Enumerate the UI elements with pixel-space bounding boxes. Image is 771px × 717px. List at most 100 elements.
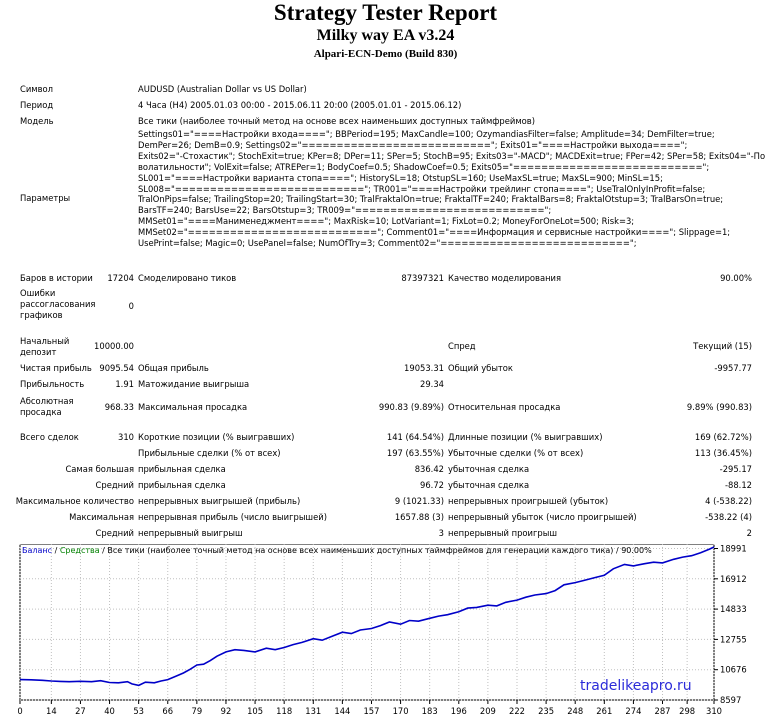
max-drawdown-value: 990.83 (9.89%) xyxy=(378,402,444,412)
errors-label-1: Ошибки xyxy=(20,288,56,298)
x-tick-label: 222 xyxy=(509,706,525,716)
net-profit-value: 9095.54 xyxy=(99,363,134,373)
max-cons-losses-value: 4 (-538.22) xyxy=(705,496,752,506)
expected-payoff-value: 29.34 xyxy=(420,379,444,389)
long-positions-value: 169 (62.72%) xyxy=(694,432,752,442)
abs-drawdown-label-1: Абсолютная xyxy=(20,396,74,406)
y-tick-label: 12755 xyxy=(720,634,747,644)
x-tick-label: 196 xyxy=(451,706,467,716)
x-tick-label: 287 xyxy=(655,706,671,716)
y-tick-label: 16912 xyxy=(720,574,747,584)
x-tick-label: 144 xyxy=(334,706,350,716)
total-trades-value: 310 xyxy=(118,432,134,442)
param-line: волатильности"; VolExit=false; ATREPer=1… xyxy=(138,161,710,172)
abs-drawdown-label-2: просадка xyxy=(20,407,62,417)
balance-chart: 0 14 27 40 53 66 79 92 105 118 131 144 157 170 183 196 2… xyxy=(18,544,771,717)
chart-legend: Баланс / Средства / Все тики (наиболее т… xyxy=(22,546,652,556)
report-title: Strategy Tester Report xyxy=(273,0,498,25)
x-tick-label: 66 xyxy=(162,706,173,716)
param-line: BarsTF=240; BarsUse=22; BarsOtstup=3; TR… xyxy=(138,205,552,216)
average-label: Средний xyxy=(95,480,134,490)
gross-profit-label: Общая прибыль xyxy=(138,363,209,373)
avg-cons-wins-label: непрерывный выигрыш xyxy=(138,528,243,538)
maximal-profit-label: непрерывная прибыль (число выигрышей) xyxy=(138,512,327,522)
x-tick-label: 170 xyxy=(393,706,409,716)
x-tick-label: 92 xyxy=(221,706,232,716)
watermark-text: tradelikeapro.ru xyxy=(580,678,692,694)
profit-trades-label: Прибыльные сделки (% от всех) xyxy=(138,448,281,458)
x-tick-label: 0 xyxy=(18,706,23,716)
x-tick-label: 79 xyxy=(192,706,203,716)
max-cons-losses-label: непрерывных проигрышей (убыток) xyxy=(448,496,609,506)
quality-label: Качество моделирования xyxy=(448,273,562,283)
x-tick-label: 274 xyxy=(625,706,641,716)
profit-factor-label: Прибыльность xyxy=(20,379,85,389)
param-line: DemPer=26; DemB=0.9; Settings02="=======… xyxy=(138,139,688,150)
balance-series-line xyxy=(19,546,715,687)
short-positions-value: 141 (64.54%) xyxy=(386,432,444,442)
gross-loss-value: -9957.77 xyxy=(714,363,752,373)
largest-label: Самая большая xyxy=(65,464,134,474)
loss-trades-label: Убыточные сделки (% от всех) xyxy=(448,448,584,458)
average-loss-value: -88.12 xyxy=(725,480,752,490)
x-tick-label: 53 xyxy=(133,706,144,716)
x-tick-label: 209 xyxy=(480,706,496,716)
x-tick-label: 261 xyxy=(596,706,612,716)
avg-cons-wins-value: 3 xyxy=(438,528,444,538)
model-value: Все тики (наиболее точный метод на основ… xyxy=(138,116,535,126)
gross-profit-value: 19053.31 xyxy=(404,363,444,373)
abs-drawdown-value: 968.33 xyxy=(104,402,134,412)
avg-cons-losses-label: непрерывный проигрыш xyxy=(448,528,557,538)
largest-loss-value: -295.17 xyxy=(719,464,752,474)
param-line: SL008="==========================="; TR0… xyxy=(138,183,706,194)
largest-loss-label: убыточная сделка xyxy=(448,464,530,474)
errors-value: 0 xyxy=(128,301,134,311)
max-cons-wins-value: 9 (1021.33) xyxy=(394,496,444,506)
x-tick-label: 105 xyxy=(247,706,263,716)
max-drawdown-label: Максимальная просадка xyxy=(138,402,248,412)
balance-chart-svg: 0 14 27 40 53 66 79 92 105 118 131 144 157 170 183 196 2… xyxy=(18,544,747,716)
average-profit-label: прибыльная сделка xyxy=(138,480,226,490)
profit-trades-value: 197 (63.55%) xyxy=(386,448,444,458)
average-loss-label: убыточная сделка xyxy=(448,480,530,490)
params-label: Параметры xyxy=(20,193,71,203)
maximal-label: Максимальная xyxy=(69,512,134,522)
spread-label: Спред xyxy=(448,341,476,351)
x-tick-label: 310 xyxy=(706,706,722,716)
errors-label-3: графиков xyxy=(20,310,63,320)
param-line: MMSet01="====Манименеджмент===="; MaxRis… xyxy=(138,216,635,227)
loss-trades-value: 113 (36.45%) xyxy=(694,448,752,458)
y-tick-label: 18991 xyxy=(720,544,747,554)
spread-value: Текущий (15) xyxy=(693,341,752,351)
maximal-loss-label: непрерывный убыток (число проигрышей) xyxy=(448,512,637,522)
param-line: UsePrint=false; Magic=0; UsePanel=false;… xyxy=(138,238,637,249)
param-line: MMSet02="==========================="; C… xyxy=(138,227,731,238)
bars-label: Баров в истории xyxy=(20,273,93,283)
largest-profit-label: прибыльная сделка xyxy=(138,464,226,474)
maximal-loss-value: -538.22 (4) xyxy=(705,512,752,522)
x-tick-label: 27 xyxy=(75,706,86,716)
deposit-value: 10000.00 xyxy=(94,341,134,351)
short-positions-label: Короткие позиции (% выигравших) xyxy=(138,432,295,442)
bars-value: 17204 xyxy=(107,273,134,283)
avg-cons-label: Средний xyxy=(95,528,134,538)
largest-profit-value: 836.42 xyxy=(414,464,444,474)
x-tick-label: 157 xyxy=(363,706,379,716)
expected-payoff-label: Матожидание выигрыша xyxy=(138,379,250,389)
max-cons-wins-label: непрерывных выигрышей (прибыль) xyxy=(138,496,301,506)
server-build: Alpari-ECN-Demo (Build 830) xyxy=(313,48,458,60)
x-tick-label: 40 xyxy=(104,706,115,716)
y-tick-label: 8597 xyxy=(720,695,741,705)
x-tick-label: 118 xyxy=(276,706,292,716)
ticks-label: Смоделировано тиков xyxy=(138,273,237,283)
x-tick-label: 131 xyxy=(305,706,321,716)
legend-sep: / xyxy=(52,546,60,555)
rel-drawdown-label: Относительная просадка xyxy=(448,402,561,412)
param-line: Exits02="-Стохастик"; StochExit=true; KP… xyxy=(138,150,766,161)
period-label: Период xyxy=(20,100,54,110)
long-positions-label: Длинные позиции (% выигравших) xyxy=(448,432,603,442)
x-tick-label: 248 xyxy=(567,706,583,716)
param-line: Settings01="====Настройки входа===="; BB… xyxy=(138,129,715,139)
deposit-label-1: Начальный xyxy=(20,336,70,346)
symbol-value: AUDUSD (Australian Dollar vs US Dollar) xyxy=(138,84,307,94)
